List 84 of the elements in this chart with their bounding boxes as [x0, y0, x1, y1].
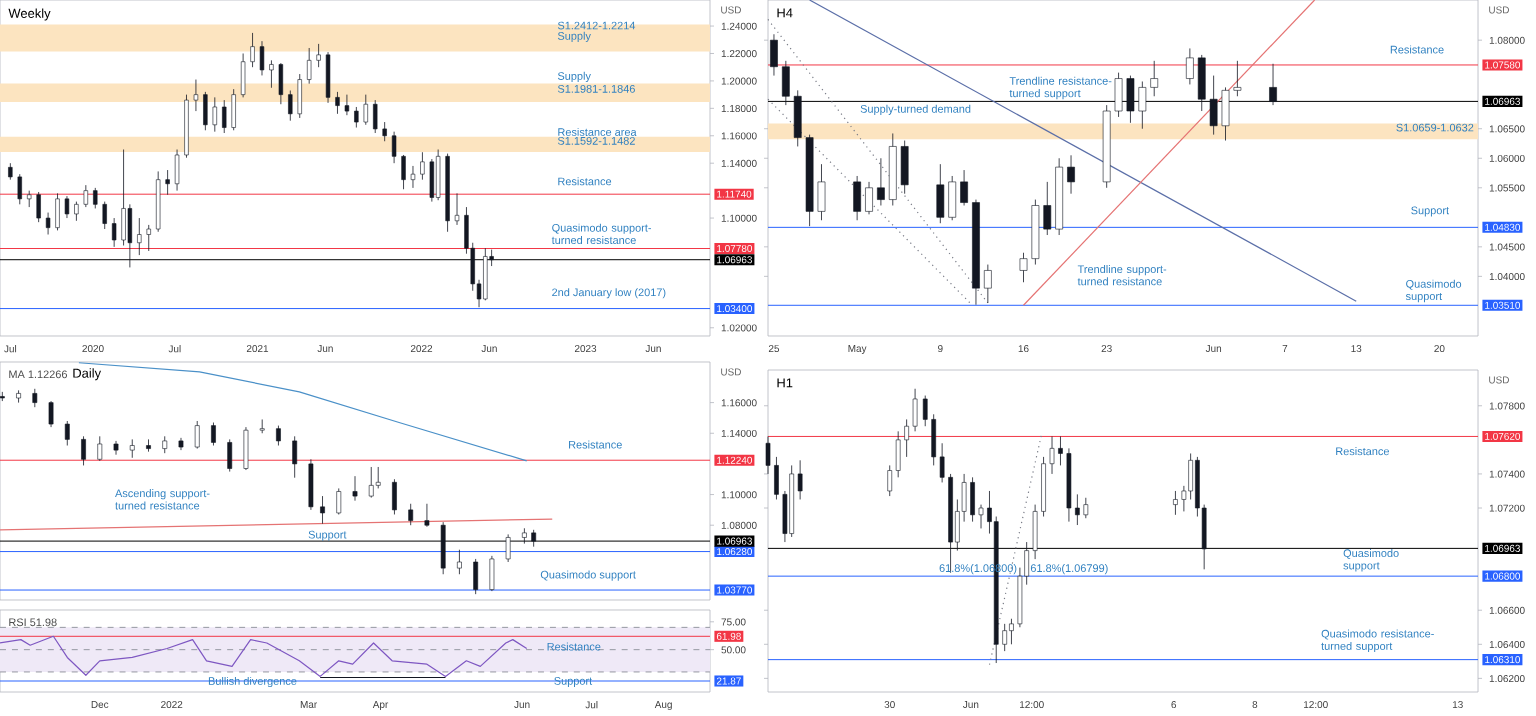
candlestick [489, 555, 495, 592]
candlestick [83, 184, 89, 208]
candlestick [64, 195, 70, 219]
candlestick [1083, 497, 1089, 519]
candlestick [17, 173, 22, 205]
candlestick [32, 388, 38, 408]
candlestick [48, 400, 54, 428]
candlestick [308, 458, 314, 511]
candlestick [165, 169, 170, 196]
candlestick [401, 154, 406, 190]
candlestick [97, 435, 103, 462]
candlestick [45, 212, 51, 235]
candlestick [250, 32, 255, 68]
candlestick [336, 488, 342, 515]
candlestick [391, 131, 397, 164]
candlestick [121, 149, 126, 246]
candlestick [240, 53, 246, 98]
candlestick [297, 73, 302, 119]
candlestick [278, 62, 284, 105]
candlestick [193, 79, 199, 112]
candlestick [392, 478, 397, 515]
candlestick [368, 466, 374, 499]
candlestick [505, 534, 511, 563]
candlestick [212, 96, 217, 133]
candlestick [410, 165, 416, 189]
candlestick [316, 43, 321, 68]
candlestick [146, 438, 151, 453]
candlestick [74, 201, 79, 222]
candlestick [81, 435, 86, 466]
candlestick [146, 224, 151, 252]
candlestick [129, 438, 135, 459]
candlestick [1186, 48, 1194, 85]
candlestick [36, 191, 41, 223]
candlestick [853, 175, 861, 221]
candlestick [435, 149, 441, 201]
candlestick [292, 435, 298, 479]
candlestick [483, 247, 488, 301]
candlestick [243, 426, 249, 471]
candlestick [352, 475, 358, 502]
candlestick [335, 91, 340, 115]
candlestick [276, 425, 281, 446]
candlestick [306, 47, 312, 85]
candlestick [227, 438, 233, 472]
candlestick [288, 90, 293, 122]
candlestick [111, 217, 117, 248]
candlestick [424, 503, 430, 528]
candlestick [1269, 63, 1277, 106]
candlestick [877, 157, 885, 206]
candlestick [429, 158, 435, 202]
candlestick [259, 419, 265, 434]
candlestick [473, 558, 479, 595]
candlestick [373, 99, 378, 134]
candlestick [194, 420, 200, 449]
candlestick [454, 192, 460, 226]
candlestick [231, 88, 236, 131]
candlestick [174, 149, 180, 192]
candlestick [344, 94, 350, 116]
candlestick [211, 422, 216, 446]
candlestick [64, 420, 70, 446]
candlestick [222, 99, 227, 134]
candlestick [203, 91, 208, 131]
candlestick [440, 521, 446, 575]
candlestick [408, 503, 414, 526]
candlestick [960, 169, 968, 206]
candlestick [983, 264, 992, 304]
candlestick [1067, 154, 1075, 195]
candlestick [137, 217, 142, 256]
candlestick [420, 151, 425, 181]
candlestick [363, 94, 368, 126]
candlestick [865, 181, 873, 215]
candlestick [269, 59, 274, 89]
candlestick [320, 495, 325, 525]
candlestick [55, 192, 60, 231]
candlestick [325, 51, 331, 104]
candlestick [781, 60, 790, 106]
candlestick [93, 187, 98, 209]
candlestick [259, 40, 265, 76]
candlestick [770, 33, 778, 76]
line-series [0, 635, 528, 677]
candlestick [354, 106, 359, 128]
candlestick [113, 440, 119, 456]
candlestick [102, 201, 107, 230]
candlestick [457, 549, 462, 575]
candlestick [382, 121, 387, 142]
